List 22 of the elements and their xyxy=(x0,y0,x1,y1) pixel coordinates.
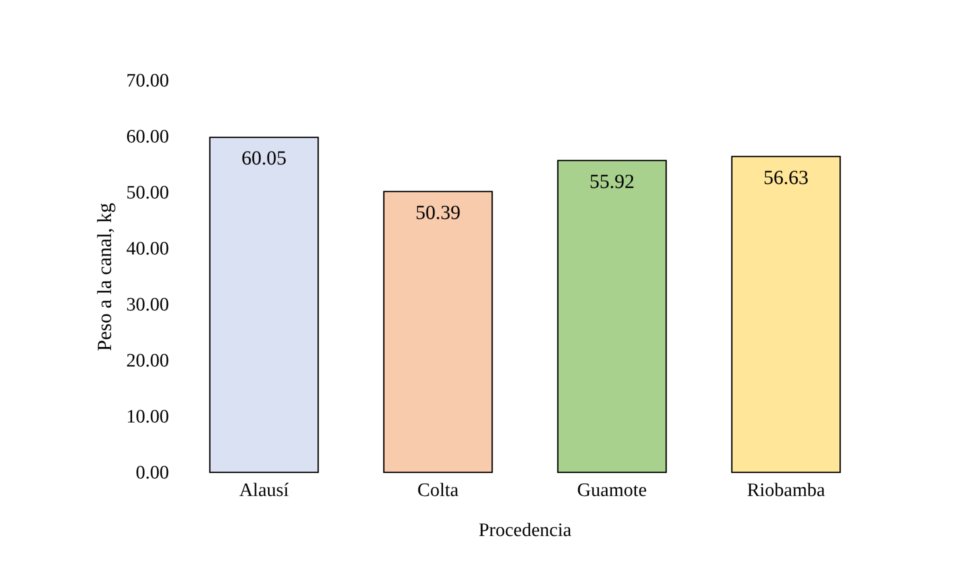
y-tick-label: 60.00 xyxy=(126,126,169,148)
data-label: 55.92 xyxy=(590,170,634,193)
y-tick-label: 40.00 xyxy=(126,238,169,260)
x-tick-label: Alausí xyxy=(239,480,290,501)
y-tick-label: 70.00 xyxy=(126,70,169,92)
y-tick-label: 20.00 xyxy=(126,350,169,372)
bar xyxy=(557,160,667,473)
bar xyxy=(731,156,841,473)
x-tick-label: Riobamba xyxy=(746,480,826,501)
bar xyxy=(383,190,493,473)
y-tick-label: 10.00 xyxy=(126,406,169,428)
y-tick-label: 30.00 xyxy=(126,294,169,316)
data-label: 56.63 xyxy=(764,166,808,189)
y-tick-label: 50.00 xyxy=(126,182,169,204)
y-tick-label: 0.00 xyxy=(136,462,169,484)
x-tick-label: Colta xyxy=(417,480,460,501)
y-axis-title: Peso a la canal, kg xyxy=(94,202,116,352)
data-label: 50.39 xyxy=(416,202,460,224)
bar xyxy=(209,136,319,473)
x-axis-title: Procedencia xyxy=(478,520,572,541)
x-tick-label: Guamote xyxy=(577,480,647,501)
data-label: 60.05 xyxy=(242,148,286,170)
